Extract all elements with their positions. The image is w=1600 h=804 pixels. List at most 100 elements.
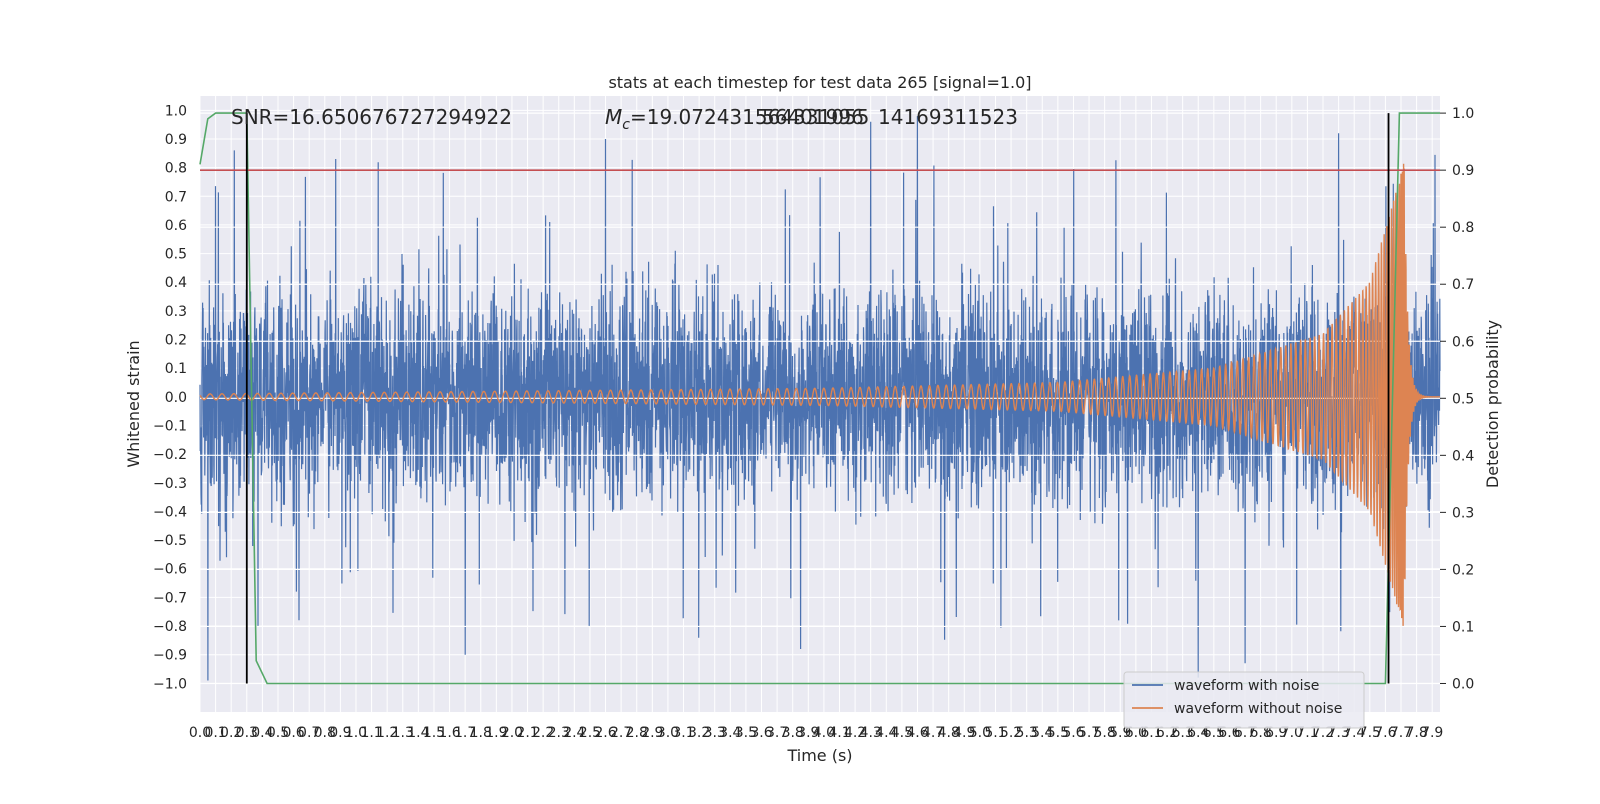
x-tick-label: 6.5 [1203, 725, 1225, 741]
x-tick-label: 5.6 [1062, 725, 1084, 741]
y-tick-label-left: −0.4 [153, 504, 187, 520]
y-axis-label-left: Whitened strain [124, 340, 143, 467]
y-tick-label-left: 0.0 [165, 390, 187, 406]
mc-value: =19.072431564331055 [630, 105, 869, 129]
x-tick-label: 2.4 [563, 725, 585, 741]
x-tick-label: 2.5 [579, 725, 601, 741]
x-tick-label: 0.8 [314, 725, 336, 741]
legend-label-noise: waveform with noise [1174, 678, 1319, 694]
x-tick-label: 4.4 [875, 725, 897, 741]
x-tick-label: 7.5 [1359, 725, 1381, 741]
x-tick-label: 1.9 [485, 725, 507, 741]
x-tick-label: 6.7 [1234, 725, 1256, 741]
ticks: 0.00.10.20.30.40.50.60.70.80.91.01.11.21… [153, 103, 1474, 741]
y-tick-label-left: 0.4 [165, 275, 187, 291]
x-tick-label: 2.7 [610, 725, 632, 741]
x-tick-label: 6.1 [1140, 725, 1162, 741]
x-tick-label: 3.4 [719, 725, 741, 741]
x-tick-label: 7.7 [1390, 725, 1412, 741]
x-tick-label: 5.9 [1109, 725, 1131, 741]
y-tick-label-right: 0.7 [1452, 277, 1474, 293]
y-tick-label-right: 0.9 [1452, 163, 1474, 179]
series-waveform-without-noise [199, 163, 1440, 626]
y-tick-label-right: 0.6 [1452, 334, 1474, 350]
x-tick-label: 6.2 [1156, 725, 1178, 741]
series-detection-probability [199, 112, 1440, 685]
x-tick-label: 2.8 [626, 725, 648, 741]
x-tick-label: 7.2 [1312, 725, 1334, 741]
probability-line [199, 112, 1440, 685]
x-tick-label: 5.4 [1031, 725, 1053, 741]
x-tick-label: 0.1 [204, 725, 226, 741]
x-tick-label: 5.0 [969, 725, 991, 741]
x-tick-label: 1.3 [392, 725, 414, 741]
x-tick-label: 4.3 [860, 725, 882, 741]
y-tick-label-left: 0.1 [165, 361, 187, 377]
y-tick-label-right: 1.0 [1452, 106, 1474, 122]
x-tick-label: 0.7 [298, 725, 320, 741]
x-tick-label: 2.6 [594, 725, 616, 741]
y-tick-label-left: −0.7 [153, 590, 187, 606]
x-tick-label: 6.6 [1218, 725, 1240, 741]
x-tick-label: 3.2 [688, 725, 710, 741]
x-tick-label: 5.5 [1047, 725, 1069, 741]
x-tick-label: 5.1 [984, 725, 1006, 741]
legend-label-clean: waveform without noise [1174, 701, 1342, 717]
x-tick-label: 5.8 [1094, 725, 1116, 741]
x-tick-label: 3.8 [782, 725, 804, 741]
mc-symbol: M [605, 105, 622, 129]
x-tick-label: 0.2 [220, 725, 242, 741]
y-tick-label-left: 0.3 [165, 304, 187, 320]
x-tick-label: 0.6 [282, 725, 304, 741]
x-tick-label: 4.9 [953, 725, 975, 741]
x-tick-label: 1.5 [423, 725, 445, 741]
y-tick-label-right: 0.8 [1452, 220, 1474, 236]
mc-subscript: c [622, 117, 630, 133]
legend: waveform with noise waveform without noi… [1123, 671, 1365, 729]
x-tick-label: 3.9 [797, 725, 819, 741]
x-tick-label: 1.6 [438, 725, 460, 741]
x-tick-label: 0.0 [189, 725, 211, 741]
x-tick-label: 4.7 [922, 725, 944, 741]
x-tick-label: 3.3 [704, 725, 726, 741]
legend-box [1123, 671, 1365, 729]
y-tick-label-left: 0.2 [165, 333, 187, 349]
x-tick-label: 0.5 [267, 725, 289, 741]
x-tick-label: 2.2 [532, 725, 554, 741]
x-tick-label: 4.5 [891, 725, 913, 741]
y-tick-label-left: 0.9 [165, 132, 187, 148]
y-tick-label-right: 0.2 [1452, 562, 1474, 578]
y-tick-label-right: 0.0 [1452, 676, 1474, 692]
x-tick-label: 3.1 [672, 725, 694, 741]
y-tick-label-right: 0.1 [1452, 619, 1474, 635]
y-tick-label-right: 0.4 [1452, 448, 1474, 464]
x-tick-label: 3.7 [766, 725, 788, 741]
mc-annotation: Mc=19.072431564331055 [605, 105, 869, 133]
x-tick-label: 7.1 [1296, 725, 1318, 741]
y-tick-label-left: −0.1 [153, 418, 187, 434]
y-tick-label-right: 0.3 [1452, 505, 1474, 521]
mc-overlap-text-2: 14169311523 [878, 105, 1018, 129]
x-tick-label: 1.8 [470, 725, 492, 741]
y-tick-label-left: 0.5 [165, 247, 187, 263]
x-tick-label: 1.4 [407, 725, 429, 741]
clean-line [199, 163, 1440, 626]
y-tick-label-right: 0.5 [1452, 391, 1474, 407]
x-tick-label: 0.3 [236, 725, 258, 741]
mc-overlap-text: 56401996 [762, 105, 864, 129]
y-tick-label-left: −0.3 [153, 476, 187, 492]
x-tick-label: 5.3 [1016, 725, 1038, 741]
x-tick-label: 2.3 [548, 725, 570, 741]
x-tick-label: 7.4 [1343, 725, 1365, 741]
x-tick-label: 6.4 [1187, 725, 1209, 741]
x-tick-label: 2.1 [516, 725, 538, 741]
y-tick-label-left: 0.6 [165, 218, 187, 234]
x-tick-label: 3.5 [735, 725, 757, 741]
y-tick-label-left: 1.0 [165, 103, 187, 119]
snr-annotation: SNR=16.650676727294922 [231, 105, 512, 129]
x-tick-label: 4.2 [844, 725, 866, 741]
x-tick-label: 4.6 [906, 725, 928, 741]
y-tick-label-left: −0.8 [153, 619, 187, 635]
x-tick-label: 1.2 [376, 725, 398, 741]
